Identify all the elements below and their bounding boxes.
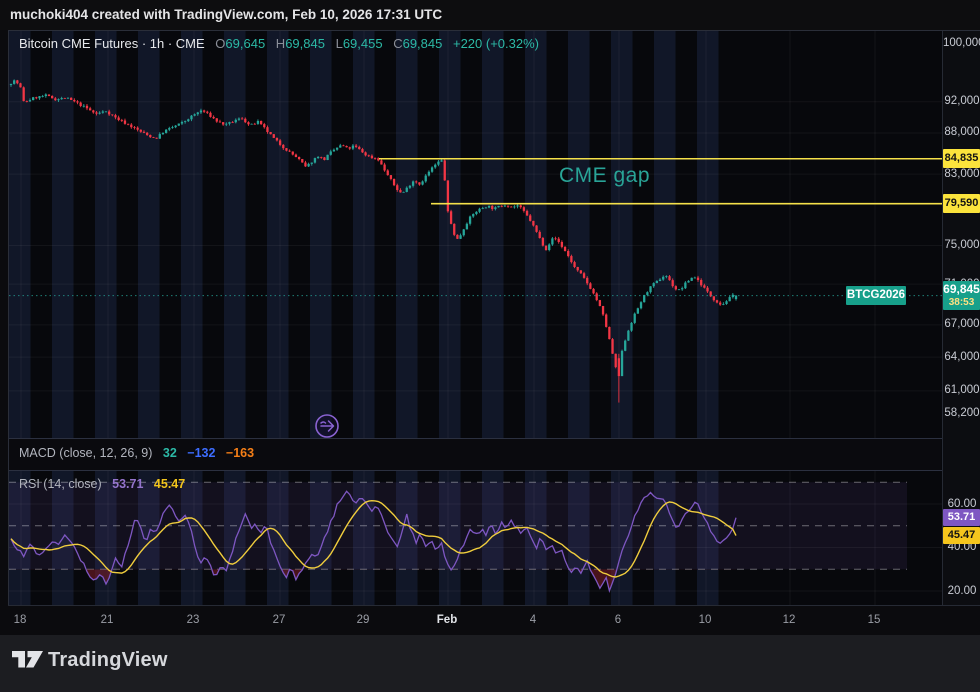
time-tick-label: 12 (782, 614, 796, 626)
macd-histogram-value: 32 (162, 446, 177, 460)
macd-title: MACD (close, 12, 26, 9) (19, 446, 153, 460)
price-tick-label: 64,000 (944, 350, 980, 363)
horizontal-gridlines (9, 101, 942, 392)
gap-top-price-badge: 84,835 (943, 149, 980, 168)
high-value: 69,845 (285, 36, 325, 51)
price-tick-label: 100,000 (943, 36, 980, 49)
last-price-value: 69,845 (943, 282, 980, 296)
close-label: C (393, 36, 403, 51)
symbol-price-badge: BTCG2026 (846, 286, 906, 305)
open-label: O (215, 36, 226, 51)
price-tick-label: 92,000 (944, 95, 980, 108)
pane-divider-macd-top[interactable] (9, 438, 980, 439)
pane-divider-rsi-top[interactable] (9, 470, 980, 471)
chart-widget[interactable]: Bitcoin CME Futures · 1h · CME O69,645 H… (8, 30, 980, 606)
rsi-chart-canvas[interactable] (9, 471, 942, 605)
rsi-value-badge: 53.71 (943, 509, 980, 526)
rsi-tick-label: 40.00 (947, 541, 977, 553)
time-tick-label: 29 (356, 614, 370, 626)
bar-countdown: 38:53 (948, 297, 975, 308)
attribution-text: muchoki404 created with TradingView.com,… (10, 7, 443, 22)
time-tick-label: 4 (529, 614, 537, 626)
rsi-ma-value-badge: 45.47 (943, 527, 980, 544)
time-tick-label: Feb (436, 614, 458, 626)
time-tick-label: 21 (100, 614, 114, 626)
footer-bar: TradingView (0, 635, 980, 692)
session-stripes (9, 31, 719, 438)
cme-gap-annotation: CME gap (559, 164, 651, 187)
last-price-badge: 69,845 38:53 (943, 281, 980, 310)
rsi-tick-label: 60.00 (947, 497, 977, 510)
session-stripes (9, 471, 719, 605)
open-value: 69,645 (225, 36, 266, 51)
rsi-tick-label: 20.00 (947, 584, 977, 597)
gap-bottom-price-badge: 79,590 (943, 194, 980, 213)
time-tick-label: 15 (867, 614, 881, 626)
change-value: +220 (+0.32%) (452, 36, 539, 51)
candles (9, 79, 738, 403)
tradingview-logo-icon[interactable] (12, 651, 44, 668)
price-tick-label: 67,000 (944, 318, 980, 331)
price-tick-label: 88,000 (944, 126, 980, 139)
header-bar: muchoki404 created with TradingView.com,… (0, 0, 980, 30)
high-label: H (275, 36, 286, 51)
rsi-line (10, 490, 737, 594)
symbol-title: Bitcoin CME Futures · 1h · CME (19, 36, 205, 51)
vertical-gridlines (20, 471, 876, 605)
time-tick-label: 10 (698, 614, 712, 626)
rsi-title: RSI (14, close) (19, 477, 102, 491)
replay-jump-icon[interactable] (315, 414, 339, 438)
rsi-ma-value: 45.47 (153, 477, 186, 491)
time-tick-label: 27 (272, 614, 286, 626)
low-value: 69,455 (342, 36, 383, 51)
rsi-ma-line (10, 499, 737, 578)
low-label: L (335, 36, 343, 51)
macd-signal-value: −163 (225, 446, 255, 460)
macd-line-value: −132 (187, 446, 216, 460)
rsi-value: 53.71 (112, 477, 144, 491)
time-axis[interactable]: 18 21 23 27 29 Feb 4 6 10 12 15 (8, 605, 980, 635)
price-tick-label: 61,000 (944, 384, 980, 397)
time-tick-label: 23 (186, 614, 200, 626)
tradingview-wordmark[interactable]: TradingView (48, 649, 168, 671)
main-price-chart-canvas[interactable] (9, 31, 942, 438)
macd-pane[interactable] (9, 439, 941, 470)
close-value: 69,845 (402, 36, 443, 51)
rsi-legend: RSI (14, close) 53.71 45.47 (19, 477, 185, 491)
price-tick-label: 83,000 (944, 167, 980, 180)
time-tick-label: 6 (614, 614, 622, 626)
price-tick-label: 75,000 (944, 238, 980, 251)
time-tick-label: 18 (13, 614, 27, 626)
symbol-legend: Bitcoin CME Futures · 1h · CME O69,645 H… (19, 36, 539, 51)
vertical-gridlines (20, 31, 876, 438)
price-tick-label: 58,200 (944, 406, 980, 419)
macd-legend: MACD (close, 12, 26, 9) 32 −132 −163 (19, 446, 254, 460)
ohlc-readout: O69,645 H69,845 L69,455 C69,845 +220 (+0… (208, 36, 539, 51)
